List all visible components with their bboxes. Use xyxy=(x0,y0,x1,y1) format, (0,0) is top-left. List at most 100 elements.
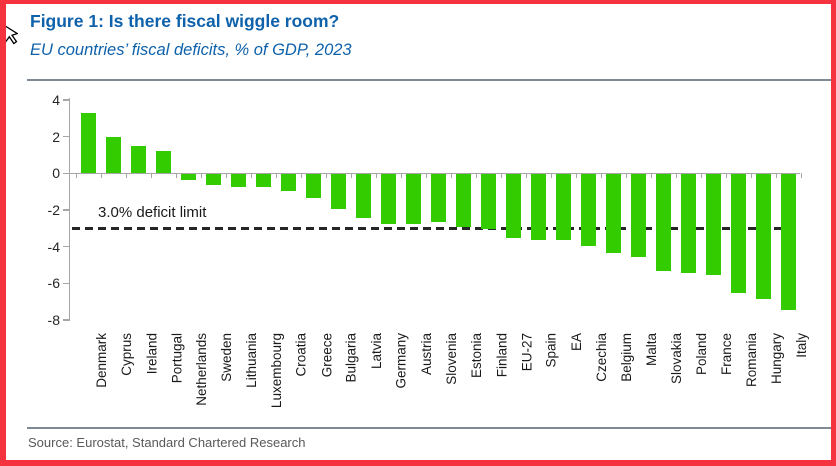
bar-finland xyxy=(480,174,496,230)
x-label-romania: Romania xyxy=(744,333,759,388)
bar-poland xyxy=(680,174,696,274)
x-label-netherlands: Netherlands xyxy=(194,333,209,406)
bar-malta xyxy=(630,174,646,257)
x-tick-mark xyxy=(700,173,702,179)
x-tick-mark xyxy=(175,173,177,179)
y-tick-mark xyxy=(62,282,69,285)
x-label-estonia: Estonia xyxy=(469,333,484,379)
y-tick-mark xyxy=(62,209,69,211)
bar-cyprus xyxy=(105,136,121,174)
x-tick-mark xyxy=(425,173,427,179)
mouse-pointer-icon xyxy=(6,22,18,45)
x-tick-mark xyxy=(200,173,202,179)
x-tick-mark xyxy=(150,173,152,179)
x-axis-labels: Denmark Cyprus Ireland Portugal Netherlands S… xyxy=(70,333,809,428)
x-label-austria: Austria xyxy=(419,333,434,376)
chart-card: Figure 1: Is there fiscal wiggle room? E… xyxy=(6,4,831,460)
y-axis-line xyxy=(68,98,70,321)
bar-germany xyxy=(380,174,396,224)
x-label-sweden: Sweden xyxy=(219,333,234,382)
x-label-germany: Germany xyxy=(394,333,409,389)
deficit-limit-label: 3.0% deficit limit xyxy=(98,204,207,222)
y-tick-label: 0 xyxy=(52,165,60,182)
x-tick-mark xyxy=(575,173,577,179)
bar-bulgaria xyxy=(330,174,346,209)
bar-denmark xyxy=(80,112,96,174)
x-tick-mark xyxy=(300,173,302,179)
x-tick-mark xyxy=(350,173,352,179)
bar-ea xyxy=(555,174,571,241)
bar-slovakia xyxy=(655,174,671,272)
bar-slovenia xyxy=(430,174,446,222)
bar-hungary xyxy=(755,174,771,299)
x-label-portugal: Portugal xyxy=(169,333,184,384)
x-axis-line xyxy=(70,172,800,175)
x-tick-mark xyxy=(400,173,402,179)
x-label-cyprus: Cyprus xyxy=(119,333,134,376)
figure-subtitle: EU countries’ fiscal deficits, % of GDP,… xyxy=(30,41,352,59)
x-label-croatia: Croatia xyxy=(294,333,309,377)
x-tick-mark xyxy=(625,173,627,179)
y-tick-label: 2 xyxy=(52,128,60,145)
deficit-limit-line xyxy=(72,226,798,230)
x-tick-mark xyxy=(500,173,502,179)
y-tick-mark xyxy=(62,99,69,101)
bar-croatia xyxy=(280,174,296,191)
bar-estonia xyxy=(455,174,471,228)
x-label-slovenia: Slovenia xyxy=(444,333,459,385)
bar-lithuania xyxy=(230,174,246,187)
x-label-ea: EA xyxy=(569,333,584,352)
x-label-france: France xyxy=(719,333,734,376)
x-tick-mark xyxy=(450,173,452,179)
deficit-bar-chart: 3.0% deficit limit xyxy=(62,98,802,321)
x-tick-mark xyxy=(250,173,252,179)
y-tick-label: -2 xyxy=(47,202,60,218)
x-tick-mark xyxy=(475,173,477,179)
x-tick-mark xyxy=(125,173,127,179)
x-tick-mark xyxy=(275,173,277,179)
x-label-spain: Spain xyxy=(544,333,559,368)
x-tick-mark xyxy=(225,173,227,179)
x-label-bulgaria: Bulgaria xyxy=(344,333,359,383)
bar-sweden xyxy=(205,174,221,186)
footer-divider xyxy=(27,427,831,429)
x-label-czechia: Czechia xyxy=(594,333,609,382)
x-tick-mark xyxy=(800,173,802,179)
x-tick-mark xyxy=(650,173,652,179)
y-tick-label: -6 xyxy=(47,275,60,292)
x-tick-mark xyxy=(75,173,77,179)
bar-greece xyxy=(305,174,321,198)
y-tick-label: -8 xyxy=(47,312,60,328)
x-label-lithuania: Lithuania xyxy=(244,333,259,388)
x-label-slovakia: Slovakia xyxy=(669,333,684,385)
x-label-latvia: Latvia xyxy=(369,333,384,370)
y-axis-labels: 4 2 0 -2 -4 -6 -8 xyxy=(6,92,60,328)
bar-ireland xyxy=(130,145,146,174)
y-tick-label: -4 xyxy=(47,238,60,255)
bar-romania xyxy=(730,174,746,294)
x-tick-mark xyxy=(550,173,552,179)
bar-italy xyxy=(780,174,796,310)
bar-netherlands xyxy=(180,174,196,180)
x-tick-mark xyxy=(525,173,527,179)
x-tick-mark xyxy=(325,173,327,179)
y-tick-label: 4 xyxy=(52,92,60,108)
x-label-italy: Italy xyxy=(794,333,809,358)
bar-czechia xyxy=(580,174,596,246)
y-tick-mark xyxy=(62,135,69,138)
bar-portugal xyxy=(155,151,171,174)
x-label-luxembourg: Luxembourg xyxy=(269,333,284,409)
x-tick-mark xyxy=(725,173,727,179)
x-label-finland: Finland xyxy=(494,333,509,378)
bar-france xyxy=(705,174,721,275)
x-tick-mark xyxy=(750,173,752,179)
bar-austria xyxy=(405,174,421,224)
x-tick-mark xyxy=(600,173,602,179)
header-divider xyxy=(27,79,831,81)
x-label-belgium: Belgium xyxy=(619,333,634,382)
x-tick-mark xyxy=(375,173,377,179)
bar-spain xyxy=(530,174,546,241)
x-label-eu-27: EU-27 xyxy=(519,333,534,372)
x-label-ireland: Ireland xyxy=(144,333,159,375)
bar-luxembourg xyxy=(255,174,271,187)
